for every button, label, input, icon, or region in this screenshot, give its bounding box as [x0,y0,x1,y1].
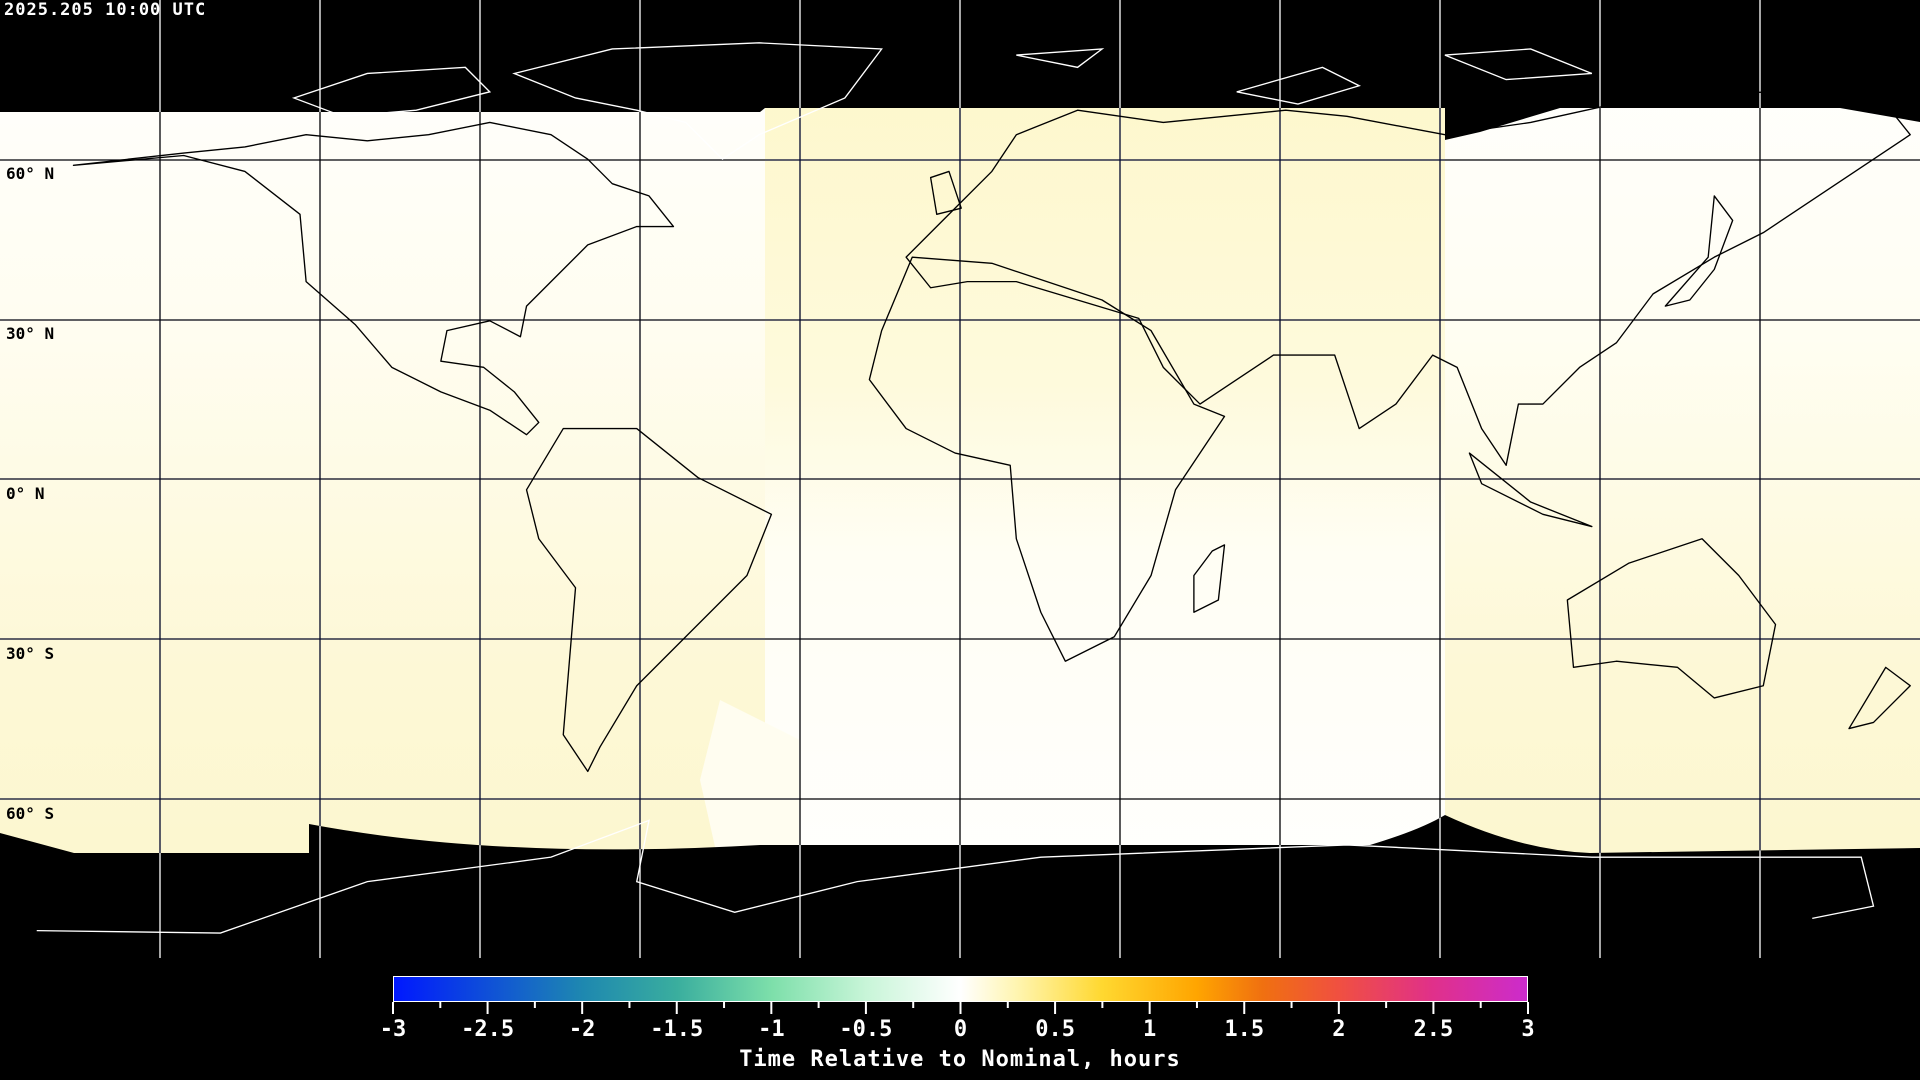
polar-coastlines [36,42,1875,934]
australia-coast [1566,538,1777,699]
lat-label-60s: 60° S [6,804,55,823]
arctic-islands-coast [291,48,1593,118]
lat-label-60n: 60° N [6,164,55,183]
antarctica-coast [36,819,1875,934]
world-map [0,0,1920,958]
lat-label-0n: 0° N [6,484,45,503]
south-america-coast [525,427,773,773]
uk-coast [929,170,962,215]
greenland-coast [512,42,883,161]
colorbar-tick-label: 0.5 [1035,1017,1075,1042]
eurasia-coast [905,91,1911,466]
colorbar-tick-label: -2.5 [461,1017,514,1042]
coastlines [72,91,1911,773]
japan-coast [1664,195,1734,307]
colorbar-tick-label: -0.5 [839,1017,892,1042]
colorbar [393,976,1528,1002]
colorbar-tick-label: 2.5 [1414,1017,1454,1042]
colorbar-tick-label: 0 [954,1017,967,1042]
colorbar-tick-label: 2 [1332,1017,1345,1042]
colorbar-tick-label: 3 [1521,1017,1534,1042]
lat-label-30s: 30° S [6,644,55,663]
madagascar-coast [1193,544,1226,613]
lat-label-30n: 30° N [6,324,55,343]
north-america-coast [72,121,675,436]
colorbar-label: Time Relative to Nominal, hours [739,1047,1181,1072]
colorbar-tick-label: 1.5 [1224,1017,1264,1042]
colorbar-tick-label: -1 [758,1017,785,1042]
colorbar-tick-label: 1 [1143,1017,1156,1042]
indonesia-coast [1468,452,1593,528]
colorbar-tick-label: -2 [569,1017,596,1042]
timestamp-title: 2025.205 10:00 UTC [4,0,207,20]
colorbar-tick-label: -3 [380,1017,407,1042]
graticule [0,0,1920,958]
new-zealand-coast [1848,666,1911,730]
colorbar-tick-label: -1.5 [650,1017,703,1042]
